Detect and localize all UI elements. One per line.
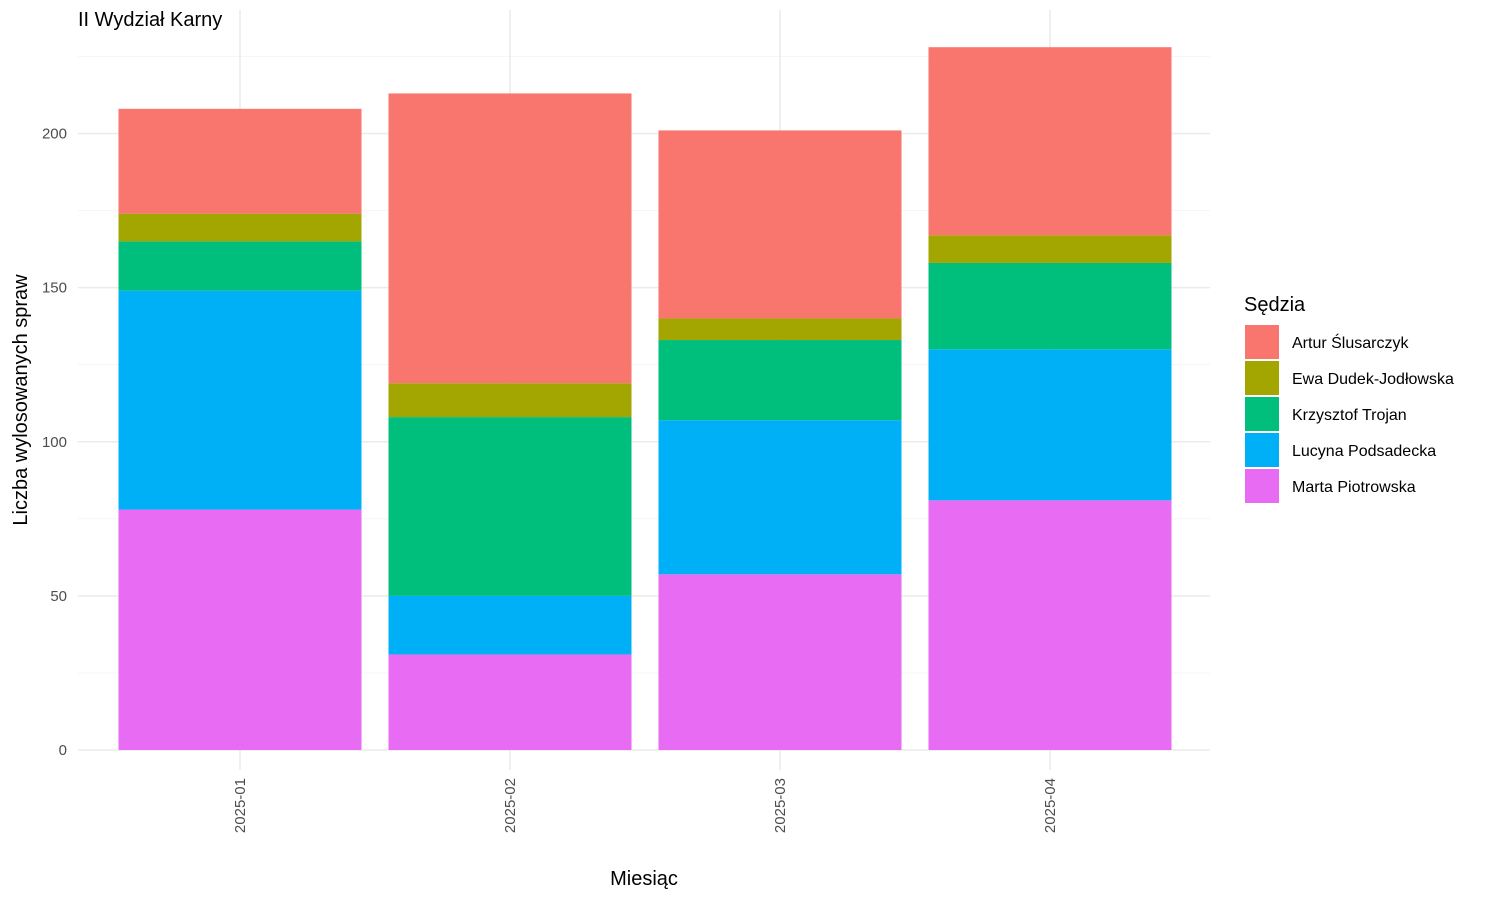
bar-segment [928, 349, 1172, 501]
legend-swatch [1245, 433, 1279, 467]
x-tick-label: 2025-01 [232, 778, 249, 833]
y-axis-ticks: 0 50 100 150 200 [42, 126, 67, 760]
x-axis-title: Miesiąc [610, 868, 678, 890]
bar-segment [928, 262, 1172, 350]
legend-items: Artur Ślusarczyk Ewa Dudek-Jodłowska Krzys… [1245, 325, 1454, 503]
bar-segment [658, 574, 902, 750]
legend-label: Artur Ślusarczyk [1292, 333, 1409, 352]
y-axis-title: Liczba wylosowanych spraw [10, 274, 32, 526]
bar-segment [928, 500, 1172, 750]
bar-segment [658, 340, 902, 421]
bar-segment [658, 420, 902, 575]
legend-swatch [1245, 325, 1279, 359]
bar-segment [118, 241, 362, 291]
y-tick-label: 200 [42, 126, 67, 143]
bar-segment [928, 235, 1172, 263]
bar-segment [118, 108, 362, 214]
legend-swatch [1245, 397, 1279, 431]
legend-label: Krzysztof Trojan [1292, 407, 1407, 424]
bar-segment [928, 47, 1172, 236]
bars [118, 47, 1172, 750]
y-tick-label: 150 [42, 280, 67, 297]
bar-segment [118, 509, 362, 750]
chart-title: II Wydział Karny [78, 9, 222, 31]
y-tick-label: 0 [59, 742, 67, 759]
bar-segment [388, 417, 632, 596]
legend-label: Marta Piotrowska [1292, 479, 1416, 496]
x-tick-label: 2025-03 [772, 778, 789, 833]
bar-segment [658, 130, 902, 319]
bar-segment [388, 654, 632, 750]
bar-segment [118, 290, 362, 510]
bar-segment [118, 213, 362, 242]
x-axis-ticks: 2025-01 2025-02 2025-03 2025-04 [232, 778, 1059, 833]
legend-label: Lucyna Podsadecka [1292, 443, 1436, 460]
legend-title: Sędzia [1244, 294, 1306, 316]
bar-segment [388, 383, 632, 418]
bar-segment [388, 93, 632, 384]
x-tick-label: 2025-02 [502, 778, 519, 833]
bar-segment [388, 595, 632, 655]
y-tick-label: 50 [50, 588, 67, 605]
bar-segment [658, 318, 902, 341]
legend-swatch [1245, 469, 1279, 503]
legend: Sędzia Artur Ślusarczyk Ewa Dudek-Jodłows… [1244, 294, 1454, 503]
x-tick-label: 2025-04 [1042, 778, 1059, 833]
y-tick-label: 100 [42, 434, 67, 451]
legend-swatch [1245, 361, 1279, 395]
legend-label: Ewa Dudek-Jodłowska [1292, 371, 1454, 388]
